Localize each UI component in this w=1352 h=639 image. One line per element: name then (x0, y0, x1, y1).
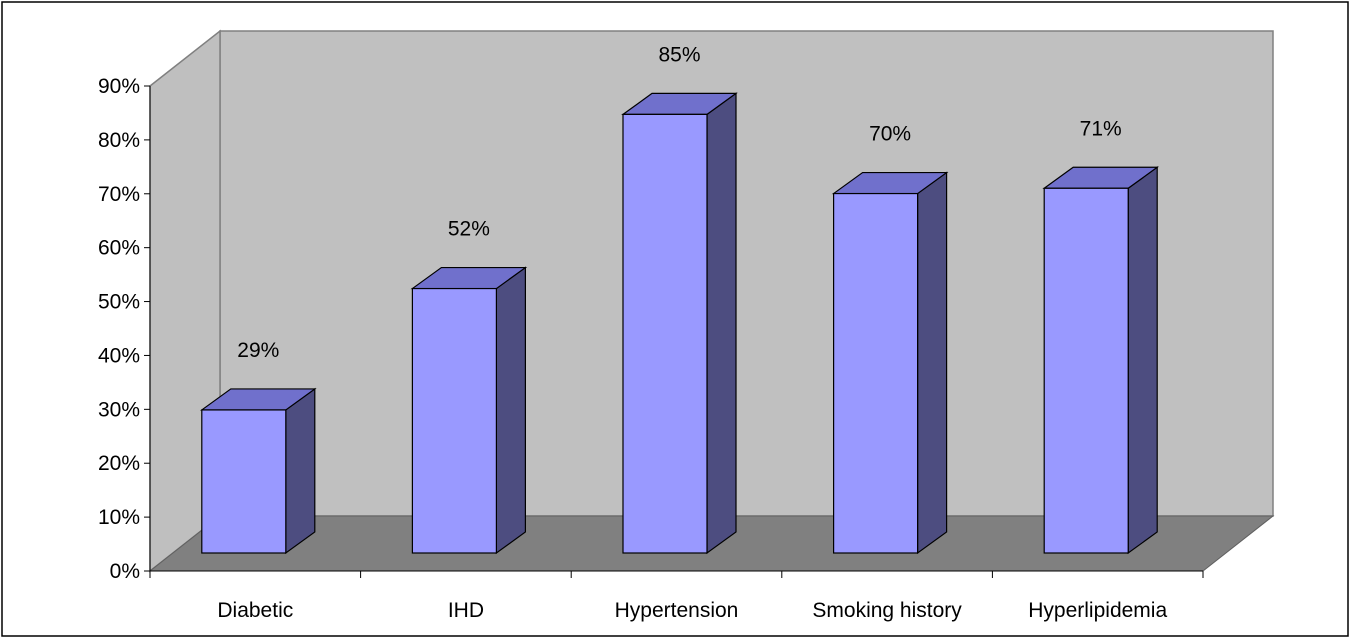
x-tick-label: IHD (448, 599, 484, 622)
bar (1042, 166, 1160, 555)
x-tick-label: Diabetic (217, 599, 293, 622)
bar-front (411, 287, 497, 554)
bar-side (1127, 166, 1158, 555)
bar-front (1043, 187, 1129, 554)
x-tick-label: Hypertension (615, 599, 739, 622)
y-tick-label: 10% (98, 506, 140, 529)
bar-side (285, 387, 316, 555)
bar-side (916, 171, 948, 555)
bar-front (622, 113, 708, 554)
y-tick-label: 80% (98, 129, 140, 152)
x-tick-label: Hyperlipidemia (1028, 599, 1167, 622)
bar-front (832, 192, 919, 554)
y-tick-label: 20% (98, 452, 140, 475)
bar (621, 92, 738, 555)
data-label: 85% (658, 43, 700, 66)
data-label: 70% (869, 123, 911, 146)
bar (199, 387, 317, 555)
data-label: 71% (1080, 117, 1122, 140)
data-label: 29% (237, 339, 279, 362)
y-tick-label: 50% (98, 291, 140, 314)
x-tick-label: Smoking history (812, 599, 962, 622)
y-tick-label: 90% (98, 75, 140, 98)
bar (410, 266, 528, 555)
bar (831, 171, 949, 555)
bar-front (201, 409, 287, 554)
data-label: 52% (448, 218, 490, 241)
y-tick-label: 30% (98, 398, 140, 421)
y-tick-label: 70% (98, 183, 140, 206)
y-tick-label: 0% (110, 560, 140, 583)
bar-side (706, 92, 737, 555)
y-tick-label: 60% (98, 237, 140, 260)
bar-side (495, 266, 527, 555)
y-tick-label: 40% (98, 344, 140, 367)
